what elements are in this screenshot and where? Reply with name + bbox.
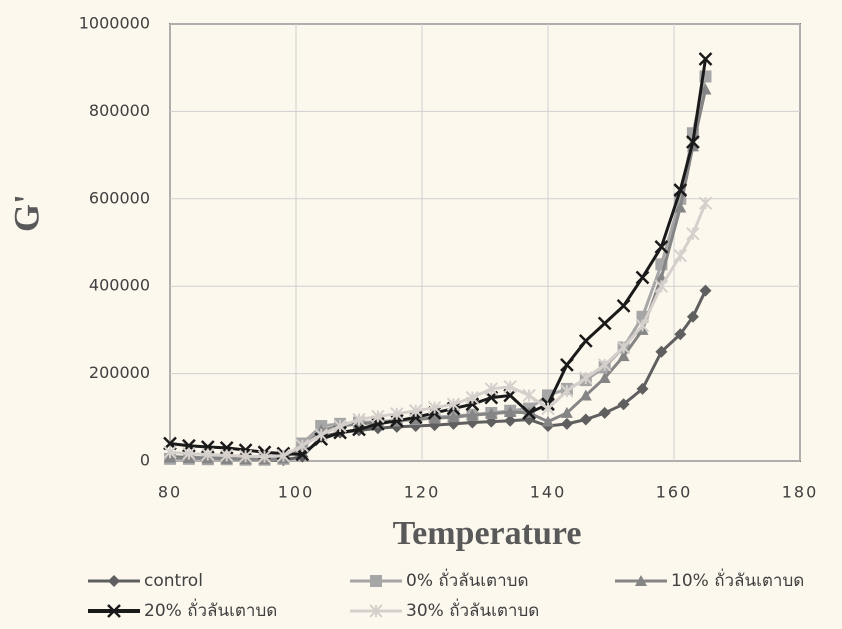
marker	[504, 414, 517, 427]
marker	[616, 340, 631, 355]
y-tick-label: 200000	[89, 363, 150, 382]
legend-marker	[635, 575, 647, 586]
marker	[163, 445, 177, 459]
marker	[352, 412, 366, 427]
x-tick-label: 80	[158, 483, 182, 502]
marker	[428, 412, 441, 424]
marker	[698, 196, 713, 210]
marker	[485, 407, 498, 419]
x-tick-label: 100	[278, 483, 315, 502]
marker	[597, 358, 612, 372]
marker	[466, 409, 479, 421]
x-axis-label: Temperature	[393, 515, 582, 552]
y-tick-label: 0	[140, 451, 150, 470]
marker	[408, 404, 423, 418]
legend-label: 20% ถั่วลันเตาบด	[144, 598, 277, 621]
legend-label: 10% ถั่วลันเตาบด	[671, 568, 804, 591]
marker	[447, 411, 460, 423]
marker	[686, 310, 699, 323]
marker	[579, 389, 592, 401]
marker	[674, 201, 687, 213]
marker	[674, 328, 687, 341]
marker	[504, 406, 517, 418]
marker	[352, 422, 366, 437]
legend-marker	[370, 575, 382, 587]
marker	[560, 384, 574, 398]
marker	[560, 406, 573, 418]
legend-item: 30% ถั่วลันเตาบด	[350, 598, 539, 621]
marker	[560, 417, 573, 430]
marker	[635, 318, 650, 333]
marker	[522, 388, 536, 403]
marker	[522, 406, 536, 420]
y-axis-label: G'	[6, 194, 46, 232]
marker	[314, 428, 328, 442]
y-tick-label: 800000	[89, 101, 150, 120]
marker	[598, 406, 611, 419]
marker	[182, 446, 196, 461]
marker	[617, 398, 630, 411]
marker	[219, 448, 234, 463]
legend-item: control	[88, 571, 203, 591]
marker	[655, 345, 668, 358]
marker	[616, 298, 631, 313]
marker	[238, 449, 253, 463]
marker	[503, 380, 517, 394]
x-tick-label: 120	[404, 483, 441, 502]
marker	[238, 443, 253, 457]
marker	[597, 316, 612, 331]
marker	[446, 397, 461, 411]
marker	[542, 415, 554, 427]
marker	[686, 227, 700, 241]
legend-label: 30% ถั่วลันเตาบด	[406, 598, 539, 621]
marker	[579, 413, 592, 426]
marker	[371, 409, 385, 424]
legend-item: 10% ถั่วลันเตาบด	[615, 568, 804, 591]
marker	[598, 371, 611, 383]
marker	[201, 447, 215, 462]
marker	[295, 438, 310, 453]
marker	[579, 371, 593, 385]
x-tick-label: 180	[782, 483, 819, 502]
marker	[560, 357, 574, 372]
series-line	[169, 58, 707, 456]
legend-item: 20% ถั่วลันเตาบด	[88, 598, 277, 621]
marker	[578, 333, 593, 348]
marker	[333, 419, 347, 433]
y-tick-label: 1000000	[79, 14, 150, 33]
legend-marker	[369, 604, 383, 618]
series	[163, 196, 713, 464]
marker	[699, 284, 712, 297]
marker	[257, 449, 272, 464]
marker	[276, 449, 291, 463]
marker	[635, 270, 650, 285]
marker	[465, 390, 480, 405]
marker	[390, 407, 404, 421]
legend-item: 0% ถั่วลันเตาบด	[350, 568, 528, 591]
legend-marker	[107, 604, 121, 618]
marker	[699, 83, 712, 95]
x-tick-label: 140	[530, 483, 567, 502]
marker	[686, 135, 700, 149]
marker	[484, 382, 499, 396]
marker	[617, 350, 630, 362]
legend-label: control	[144, 571, 203, 591]
marker	[636, 382, 649, 395]
marker	[654, 239, 669, 254]
legend-label: 0% ถั่วลันเตาบด	[406, 568, 528, 591]
y-tick-label: 600000	[89, 188, 150, 207]
marker	[673, 183, 688, 197]
legend-marker	[108, 575, 120, 587]
x-tick-label: 160	[656, 483, 693, 502]
marker	[698, 52, 713, 66]
marker	[654, 279, 669, 293]
marker	[427, 400, 442, 415]
marker	[408, 410, 423, 425]
marker	[673, 248, 688, 263]
marker	[541, 401, 555, 416]
y-tick-label: 400000	[89, 276, 150, 295]
series-line	[169, 289, 707, 462]
